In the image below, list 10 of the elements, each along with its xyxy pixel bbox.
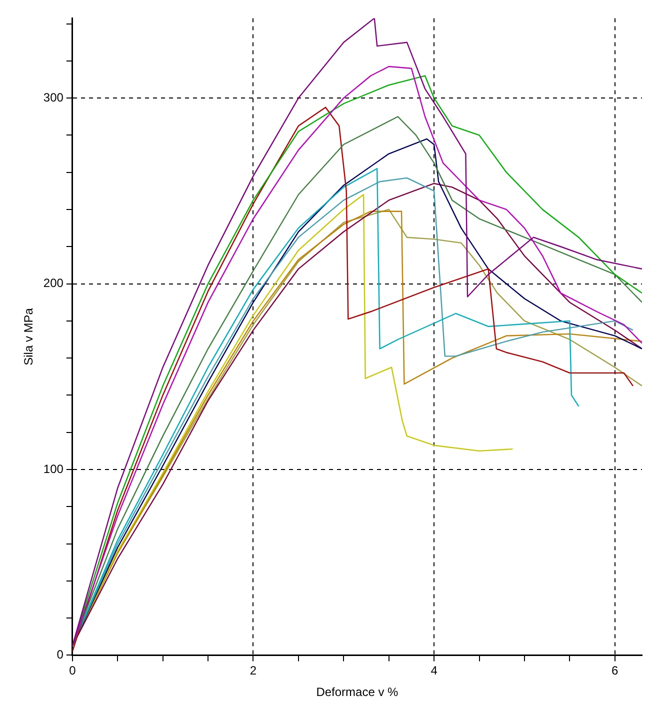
y-tick-label: 200 [43, 276, 64, 290]
y-tick-label: 100 [43, 462, 64, 476]
y-axis-title: Sila v MPa [22, 308, 36, 366]
x-axis-title: Deformace v % [316, 685, 399, 700]
x-tick-label: 4 [430, 664, 438, 678]
x-tick-label: 6 [612, 664, 619, 678]
y-tick-label: 300 [43, 90, 64, 104]
y-tick-label: 0 [56, 648, 64, 662]
x-tick-label: 2 [250, 664, 257, 678]
x-tick-label: 0 [69, 664, 76, 678]
